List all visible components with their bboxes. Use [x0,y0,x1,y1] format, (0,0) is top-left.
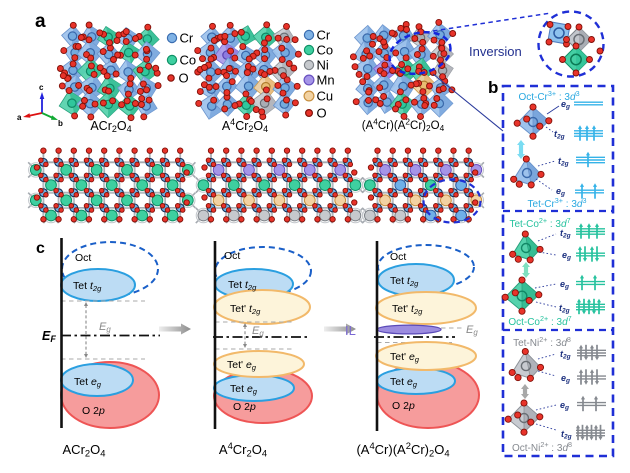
svg-text:eg: eg [560,279,569,291]
svg-text:Tet t2g: Tet t2g [73,280,102,293]
svg-text:b: b [488,78,498,97]
svg-text:O: O [179,71,189,86]
svg-text:Tet t2g: Tet t2g [228,279,257,292]
svg-text:Eg: Eg [252,325,264,338]
svg-text:c: c [39,83,44,92]
svg-text:Tet eg: Tet eg [230,383,258,396]
svg-text:A4Cr2O4: A4Cr2O4 [219,440,267,458]
svg-text:ACr2O4: ACr2O4 [90,119,131,134]
svg-text:eg: eg [560,400,569,412]
svg-text:Tet-Co2+ : 3d7: Tet-Co2+ : 3d7 [509,216,570,230]
svg-text:ACr2O4: ACr2O4 [63,442,106,458]
svg-text:Ni: Ni [317,58,329,73]
svg-text:O 2p: O 2p [233,401,256,413]
svg-text:a: a [35,11,46,32]
svg-text:O 2p: O 2p [392,400,415,412]
svg-text:Cu: Cu [317,89,334,104]
svg-text:t2g: t2g [559,303,570,315]
svg-text:O 2p: O 2p [82,405,105,417]
svg-text:EF: EF [42,329,56,344]
svg-text:(A4Cr)(A2Cr)2O4: (A4Cr)(A2Cr)2O4 [356,440,449,458]
svg-text:Cr: Cr [180,31,194,46]
svg-text:A4Cr2O4: A4Cr2O4 [222,117,268,134]
svg-text:a: a [17,113,22,122]
svg-text:Tet eg: Tet eg [390,376,418,389]
svg-text:t2g: t2g [561,429,572,441]
svg-text:Oct-Ni2+ : 3d8: Oct-Ni2+ : 3d8 [512,440,572,454]
svg-text:IL: IL [345,323,356,338]
svg-text:Tet' t2g: Tet' t2g [230,303,261,316]
svg-text:Oct: Oct [224,250,240,262]
svg-text:Tet t2g: Tet t2g [390,275,419,288]
svg-text:Tet' eg: Tet' eg [227,359,257,372]
svg-text:Inversion: Inversion [469,44,522,59]
svg-text:c: c [36,240,45,257]
svg-text:O: O [317,106,327,121]
svg-text:Co: Co [317,43,334,58]
svg-text:eg: eg [561,99,570,111]
svg-text:t2g: t2g [554,129,565,141]
svg-text:b: b [58,119,63,128]
svg-text:t2g: t2g [560,228,571,240]
svg-text:t2g: t2g [560,349,571,361]
svg-text:Tet-Ni2+ : 3d8: Tet-Ni2+ : 3d8 [513,335,571,349]
svg-text:Eg: Eg [99,321,111,334]
svg-text:Oct-Co2+ : 3d7: Oct-Co2+ : 3d7 [508,314,571,328]
svg-text:eg: eg [562,250,571,262]
svg-text:Cr: Cr [317,28,331,43]
svg-text:Tet' eg: Tet' eg [390,351,420,364]
svg-text:Mn: Mn [317,73,335,88]
svg-text:Eg: Eg [466,324,478,337]
svg-text:Tet eg: Tet eg [74,376,102,389]
svg-text:t2g: t2g [558,156,569,168]
svg-text:(A4Cr)(A2Cr)2O4: (A4Cr)(A2Cr)2O4 [362,117,445,134]
svg-text:Tet' t2g: Tet' t2g [392,303,423,316]
svg-text:Tet-Cr3+ : 3d3: Tet-Cr3+ : 3d3 [528,196,587,210]
svg-text:Oct: Oct [390,251,406,263]
svg-text:eg: eg [556,186,565,198]
svg-text:Oct: Oct [75,252,91,264]
svg-text:Co: Co [180,53,197,68]
svg-text:eg: eg [561,373,570,385]
svg-text:Oct-Cr3+ : 3d3: Oct-Cr3+ : 3d3 [518,89,579,103]
